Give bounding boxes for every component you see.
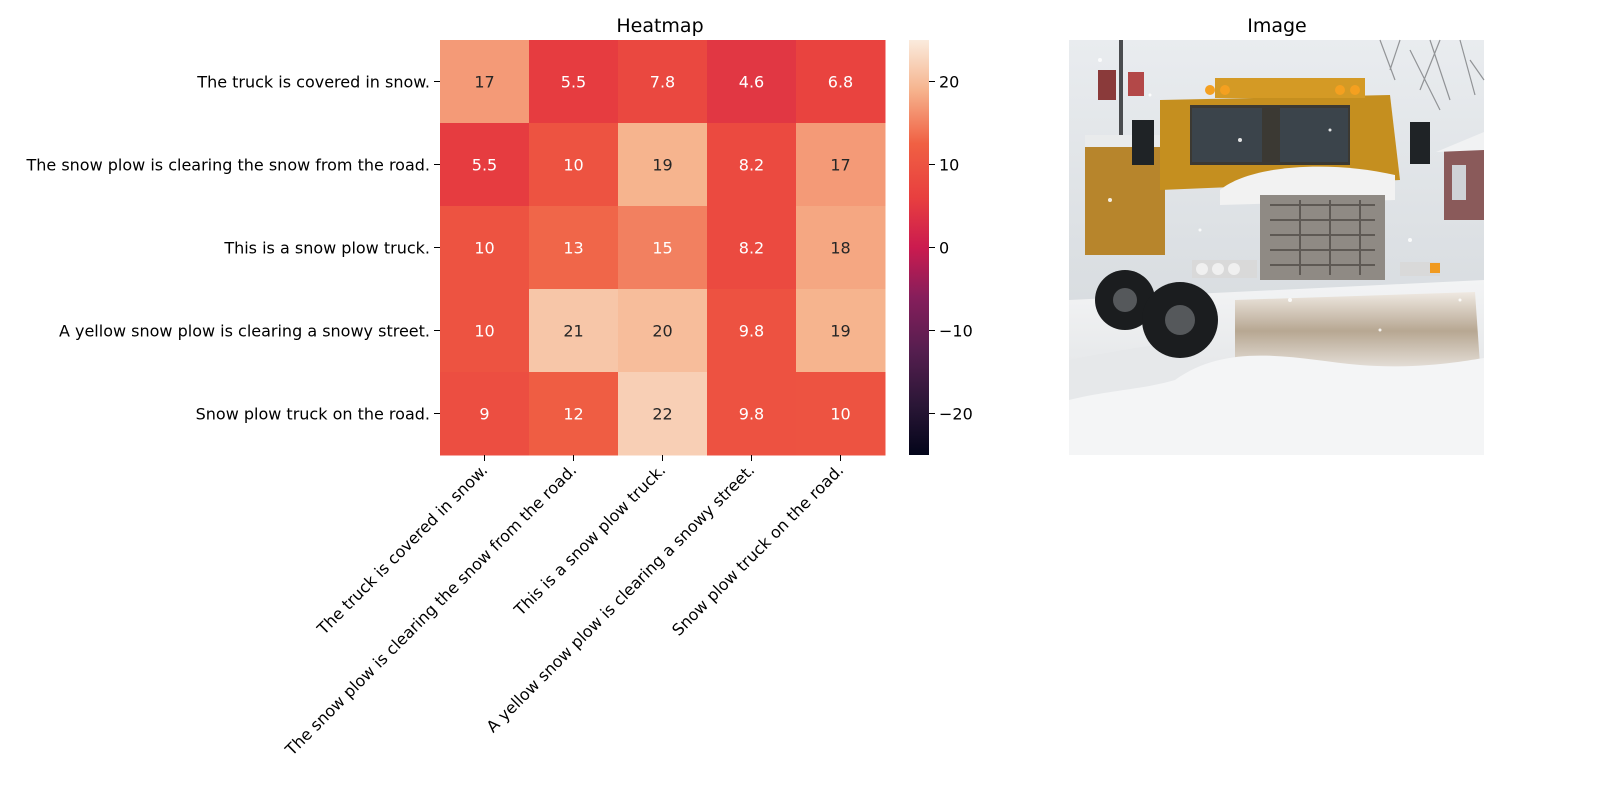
colorbar: 20 10 0 −10 −20 [909, 40, 973, 455]
heatmap-cell-label-r3-c1: 21 [563, 322, 583, 341]
colorbar-tick-label-2: 0 [939, 239, 949, 258]
image-title: Image [1247, 15, 1307, 37]
heatmap-cell-r2-c4 [796, 206, 886, 290]
colorbar-bar [909, 40, 929, 455]
heatmap-cell-r2-c1 [529, 206, 619, 290]
heatmap-cell-label-r1-c4: 17 [830, 156, 850, 175]
heatmap-cell-label-r1-c3: 8.2 [739, 156, 764, 175]
heatmap-cell-label-r2-c0: 10 [474, 239, 494, 258]
colorbar-tick-label-3: −10 [939, 322, 973, 341]
row-label-0: The truck is covered in snow. [196, 73, 430, 92]
heatmap-cell-label-r0-c3: 4.6 [739, 73, 764, 92]
colorbar-ticks: 20 10 0 −10 −20 [929, 73, 973, 424]
heatmap-cell-r2-c3 [707, 206, 797, 290]
heatmap-cell-r3-c4 [796, 289, 886, 373]
heatmap-cell-label-r4-c0: 9 [479, 405, 489, 424]
column-label-4: Snow plow truck on the road. [668, 460, 847, 639]
heatmap-cell-r0-c3 [707, 40, 797, 124]
heatmap-cell-label-r0-c4: 6.8 [828, 73, 853, 92]
heatmap-cell-r4-c0 [440, 372, 530, 456]
row-label-4: Snow plow truck on the road. [196, 405, 430, 424]
row-label-3: A yellow snow plow is clearing a snowy s… [59, 322, 430, 341]
heatmap-cell-r4-c3 [707, 372, 797, 456]
heatmap-panel: Heatmap 17 5.5 7.8 4.6 6.8 5.5 10 19 8.2 17 10 13 15… [25, 15, 886, 760]
heatmap-cell-label-r2-c3: 8.2 [739, 239, 764, 258]
heatmap-cell-label-r4-c1: 12 [563, 405, 583, 424]
heatmap-cell-label-r2-c4: 18 [830, 239, 850, 258]
heatmap-cell-label-r3-c2: 20 [652, 322, 672, 341]
heatmap-cell-r1-c3 [707, 123, 797, 207]
heatmap-cell-label-r3-c0: 10 [474, 322, 494, 341]
heatmap-cell-label-r3-c3: 9.8 [739, 322, 764, 341]
image-panel: Image [1069, 15, 1485, 455]
heatmap-cell-label-r2-c2: 15 [652, 239, 672, 258]
heatmap-cell-r4-c1 [529, 372, 619, 456]
heatmap-cell-r0-c0 [440, 40, 530, 124]
heatmap-cell-label-r0-c0: 17 [474, 73, 494, 92]
heatmap-cell-r4-c4 [796, 372, 886, 456]
colorbar-tick-label-0: 20 [939, 73, 959, 92]
heatmap-cell-label-r1-c0: 5.5 [472, 156, 497, 175]
heatmap-cell-label-r1-c1: 10 [563, 156, 583, 175]
heatmap-cell-label-r4-c3: 9.8 [739, 405, 764, 424]
heatmap-cell-r2-c2 [618, 206, 708, 290]
column-label-2: This is a snow plow truck. [510, 460, 670, 620]
heatmap-cell-label-r4-c2: 22 [652, 405, 672, 424]
heatmap-cell-label-r4-c4: 10 [830, 405, 850, 424]
heatmap-title: Heatmap [616, 15, 703, 37]
heatmap-cell-r3-c2 [618, 289, 708, 373]
heatmap-cells: 17 5.5 7.8 4.6 6.8 5.5 10 19 8.2 17 10 13 15 8.2 18 10 2… [440, 40, 886, 456]
column-label-0: The truck is covered in snow. [313, 460, 492, 639]
heatmap-cell-r0-c1 [529, 40, 619, 124]
heatmap-cell-label-r2-c1: 13 [563, 239, 583, 258]
snow-plow-truck-photo [1069, 39, 1485, 455]
heatmap-cell-label-r1-c2: 19 [652, 156, 672, 175]
heatmap-row-labels: The truck is covered in snow. The snow pl… [25, 73, 440, 424]
heatmap-column-labels: The truck is covered in snow.The snow pl… [281, 455, 847, 760]
column-label-1: The snow plow is clearing the snow from … [281, 460, 580, 759]
heatmap-cell-label-r0-c2: 7.8 [650, 73, 675, 92]
colorbar-tick-label-4: −20 [939, 405, 973, 424]
heatmap-cell-r1-c2 [618, 123, 708, 207]
heatmap-cell-r2-c0 [440, 206, 530, 290]
row-label-2: This is a snow plow truck. [223, 239, 430, 258]
heatmap-cell-label-r3-c4: 19 [830, 322, 850, 341]
heatmap-cell-r3-c1 [529, 289, 619, 373]
heatmap-cell-r0-c2 [618, 40, 708, 124]
heatmap-cell-r3-c0 [440, 289, 530, 373]
heatmap-cell-label-r0-c1: 5.5 [561, 73, 586, 92]
heatmap-cell-r3-c3 [707, 289, 797, 373]
colorbar-tick-label-1: 10 [939, 156, 959, 175]
heatmap-cell-r1-c4 [796, 123, 886, 207]
heatmap-cell-r1-c1 [529, 123, 619, 207]
row-label-1: The snow plow is clearing the snow from … [25, 156, 430, 175]
heatmap-cell-r4-c2 [618, 372, 708, 456]
heatmap-cell-r0-c4 [796, 40, 886, 124]
heatmap-cell-r1-c0 [440, 123, 530, 207]
